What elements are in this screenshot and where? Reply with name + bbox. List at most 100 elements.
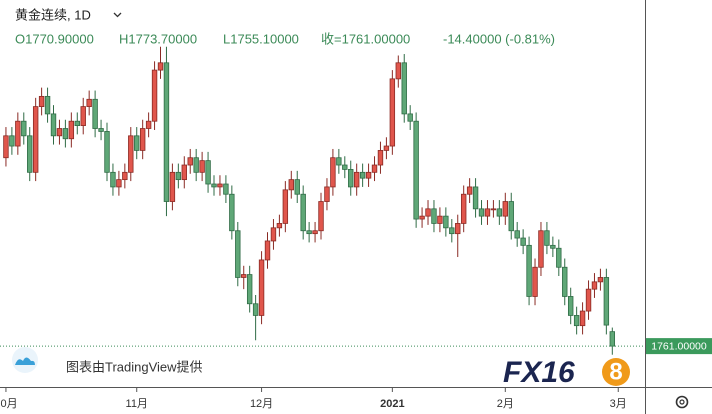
candle-body [56, 128, 63, 137]
candle-body [508, 201, 514, 232]
candle-body [330, 157, 336, 188]
candle-body [175, 171, 182, 181]
settings-icon[interactable] [675, 395, 689, 409]
candle-body [371, 164, 378, 173]
candle-body [603, 277, 610, 326]
candle-body [336, 157, 342, 166]
candle-body [550, 244, 556, 249]
candle-body [359, 171, 366, 179]
candle-body [229, 193, 235, 232]
candle-body [532, 266, 538, 297]
candle-body [145, 120, 152, 129]
candle-body [21, 120, 27, 137]
candle-body [110, 171, 116, 188]
candle-body [86, 98, 92, 108]
candle-body [300, 193, 306, 232]
candle-body [38, 95, 45, 108]
ohlc-value: H1773.70000 [119, 31, 197, 46]
candle-body [401, 62, 407, 115]
candle-body [585, 288, 592, 312]
candle-body [567, 296, 574, 316]
candle-body [32, 106, 39, 173]
candle-body [9, 135, 15, 147]
logo-digit: 8 [609, 358, 622, 385]
candle-body [252, 303, 259, 316]
x-tick-label: 10月 [0, 398, 18, 410]
candle-body [163, 62, 170, 202]
candle-body [472, 186, 479, 210]
candle-body [466, 186, 473, 195]
ohlc-value: 收=1761.00000 [321, 31, 410, 46]
candle-body [282, 189, 289, 224]
candle-body [413, 120, 419, 220]
symbol-title: 黄金连续, 1D [15, 7, 91, 22]
candle-body [573, 315, 580, 327]
candle-body [288, 179, 294, 191]
candle-body [116, 179, 122, 188]
logo-text: FX16 [503, 356, 575, 389]
candle-body [68, 120, 75, 140]
candle-body [407, 113, 413, 122]
candle-body [514, 230, 520, 239]
price-label: 1761.00000 [651, 340, 707, 352]
candle-body [134, 135, 140, 151]
candle-body [139, 128, 146, 151]
candle-body [324, 186, 330, 202]
candle-body [205, 160, 211, 185]
candle-body [258, 259, 265, 316]
candle-body [526, 244, 532, 297]
interval-menu[interactable] [113, 12, 122, 18]
candle-body [3, 135, 9, 159]
candle-body [169, 171, 176, 202]
candle-body [187, 157, 193, 166]
settings-gear-hub[interactable] [679, 399, 685, 405]
candle-body [294, 179, 300, 195]
x-tick-label: 11月 [126, 398, 148, 410]
plot-area [0, 46, 645, 355]
candle-body [199, 160, 205, 173]
candle-body [484, 208, 491, 217]
candle-body [520, 237, 526, 246]
ohlc-value: L1755.10000 [223, 31, 299, 46]
x-tick-label: 12月 [250, 398, 273, 410]
candle-body [591, 281, 598, 290]
watermark-icon-cloud [15, 357, 35, 365]
candle-body [496, 208, 503, 217]
candle-body [246, 274, 253, 305]
candle-body [377, 150, 384, 166]
candle-body [181, 164, 187, 181]
candle-body [312, 230, 318, 235]
candle-body [579, 310, 586, 327]
x-tick-label: 2021 [380, 398, 404, 410]
ohlc-value: O1770.90000 [15, 31, 94, 46]
candle-body [44, 95, 51, 115]
candle-body [419, 215, 425, 220]
candle-body [609, 331, 616, 347]
candle-body [455, 223, 461, 235]
candle-body [306, 230, 312, 235]
candle-body [556, 247, 562, 268]
candle-body [449, 227, 455, 235]
candle-body [241, 274, 247, 278]
candle-body [443, 215, 449, 229]
candle-body [348, 169, 354, 188]
candle-body [217, 183, 223, 188]
candle-body [74, 120, 80, 126]
candle-body [437, 215, 443, 224]
candle-body [365, 171, 372, 179]
settings-gear[interactable] [675, 395, 689, 409]
candle-body [597, 277, 604, 283]
candle-body [544, 230, 550, 246]
candle-body [80, 106, 86, 126]
candle-body [383, 145, 390, 151]
candle-body [342, 164, 348, 170]
x-tick-label: 2月 [497, 398, 514, 410]
candle-body [50, 113, 57, 137]
candle-body [98, 128, 104, 132]
candle-body [104, 131, 110, 173]
ohlc-legend: O1770.90000 H1773.70000 L1755.10000 收=1761.… [15, 31, 555, 46]
candle-body [223, 183, 229, 195]
candle-body [490, 208, 497, 211]
